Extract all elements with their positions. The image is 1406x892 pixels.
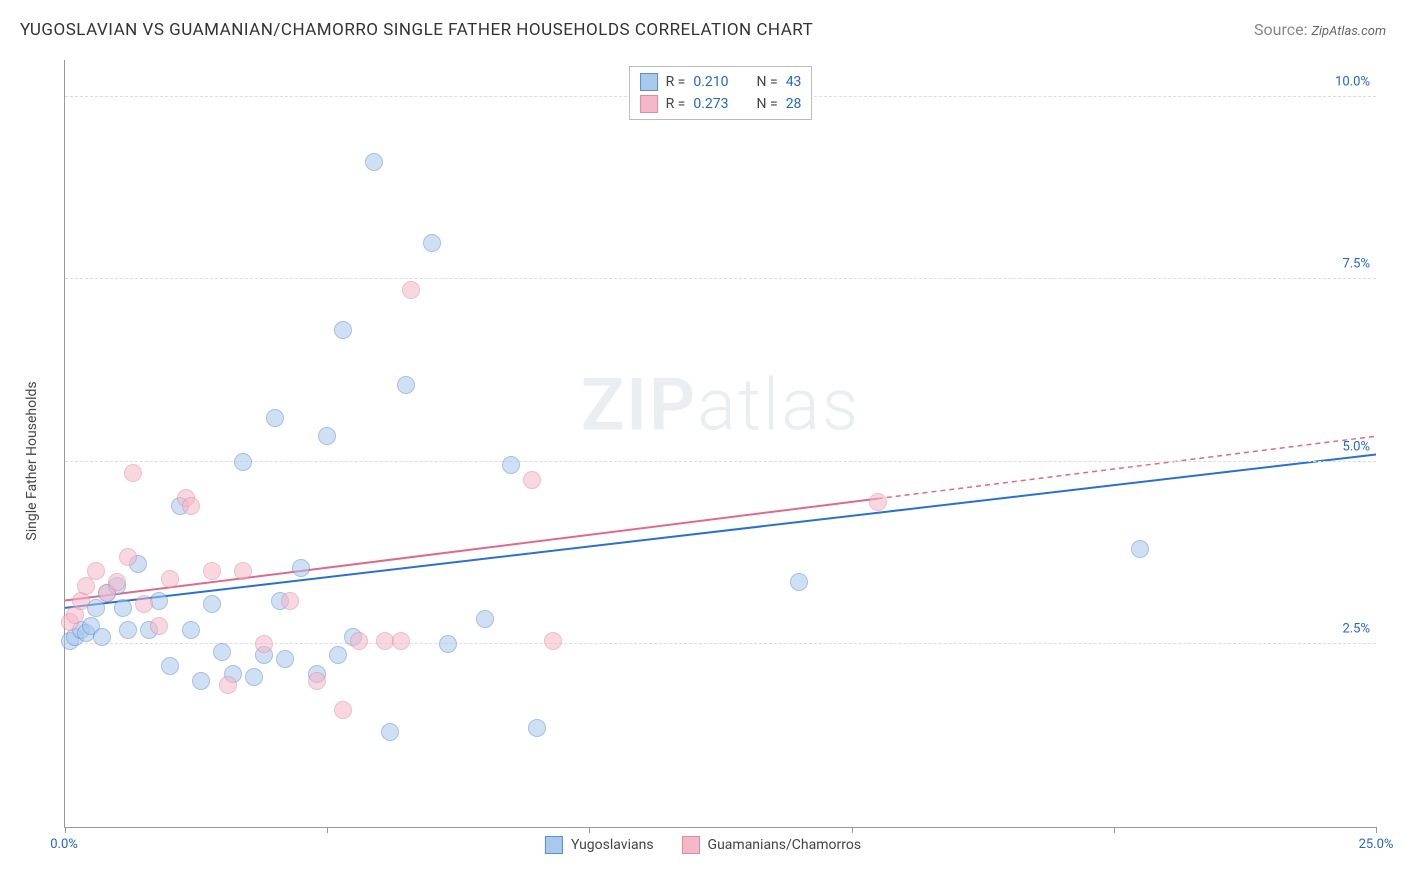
scatter-point: [87, 562, 105, 580]
scatter-point: [119, 548, 137, 566]
scatter-point: [245, 668, 263, 686]
legend-r-value: 0.210: [693, 74, 728, 90]
plot-area: ZIPatlas R = 0.210 N = 43 R = 0.273 N = 28 2.5%…: [64, 60, 1376, 828]
legend-stat-row: R = 0.273 N = 28: [640, 93, 802, 115]
scatter-point: [402, 281, 420, 299]
scatter-point: [124, 464, 142, 482]
scatter-point: [182, 497, 200, 515]
scatter-point: [544, 632, 562, 650]
legend-series-item: Yugoslavians: [545, 836, 654, 854]
legend-n-value: 28: [786, 96, 802, 112]
scatter-point: [365, 153, 383, 171]
scatter-point: [308, 672, 326, 690]
scatter-point: [255, 635, 273, 653]
scatter-point: [114, 599, 132, 617]
scatter-point: [318, 427, 336, 445]
scatter-point: [523, 471, 541, 489]
scatter-point: [869, 493, 887, 511]
legend-series: Yugoslavians Guamanians/Chamorros: [545, 836, 861, 854]
gridline-horizontal: [65, 278, 1376, 279]
legend-series-item: Guamanians/Chamorros: [682, 836, 862, 854]
y-tick-label: 5.0%: [1342, 439, 1370, 454]
x-tick-mark: [589, 827, 590, 833]
scatter-point: [334, 321, 352, 339]
scatter-point: [150, 592, 168, 610]
x-tick-mark: [1114, 827, 1115, 833]
source-value: ZipAtlas.com: [1311, 24, 1386, 39]
legend-swatch: [640, 95, 658, 113]
y-tick-label: 2.5%: [1342, 622, 1370, 637]
source-label: Source:: [1254, 20, 1307, 39]
scatter-point: [502, 456, 520, 474]
y-axis-label: Single Father Households: [24, 381, 40, 540]
scatter-point: [192, 672, 210, 690]
legend-swatch: [682, 836, 700, 854]
x-tick-mark: [852, 827, 853, 833]
legend-stats-box: R = 0.210 N = 43 R = 0.273 N = 28: [629, 66, 813, 120]
scatter-point: [276, 650, 294, 668]
scatter-point: [203, 595, 221, 613]
x-tick-mark: [65, 827, 66, 833]
legend-r-value: 0.273: [693, 96, 728, 112]
legend-swatch: [640, 73, 658, 91]
legend-n-label: N =: [757, 74, 778, 90]
scatter-point: [392, 632, 410, 650]
scatter-point: [292, 559, 310, 577]
scatter-point: [266, 409, 284, 427]
scatter-point: [329, 646, 347, 664]
legend-n-value: 43: [786, 74, 802, 90]
watermark: ZIPatlas: [581, 363, 861, 448]
legend-series-label: Guamanians/Chamorros: [708, 837, 862, 853]
y-tick-label: 7.5%: [1342, 257, 1370, 272]
scatter-point: [108, 573, 126, 591]
scatter-point: [439, 635, 457, 653]
trend-line-solid: [65, 454, 1376, 607]
scatter-point: [790, 573, 808, 591]
scatter-point: [150, 617, 168, 635]
x-tick-mark: [1376, 827, 1377, 833]
source-attribution: Source: ZipAtlas.com: [1254, 20, 1386, 39]
x-tick-label: 25.0%: [1359, 837, 1394, 852]
scatter-point: [234, 453, 252, 471]
chart-title: YUGOSLAVIAN VS GUAMANIAN/CHAMORRO SINGLE…: [20, 20, 813, 40]
legend-r-label: R =: [666, 96, 686, 112]
chart-container: Single Father Households ZIPatlas R = 0.2…: [20, 50, 1386, 872]
scatter-point: [423, 234, 441, 252]
x-tick-label: 0.0%: [50, 837, 78, 852]
scatter-point: [528, 719, 546, 737]
scatter-point: [203, 562, 221, 580]
scatter-point: [119, 621, 137, 639]
scatter-point: [161, 570, 179, 588]
scatter-point: [350, 632, 368, 650]
scatter-point: [182, 621, 200, 639]
x-tick-mark: [327, 827, 328, 833]
legend-r-label: R =: [666, 74, 686, 90]
scatter-point: [234, 562, 252, 580]
trend-lines-layer: [65, 60, 1376, 827]
legend-series-label: Yugoslavians: [571, 837, 654, 853]
scatter-point: [219, 676, 237, 694]
scatter-point: [397, 376, 415, 394]
legend-stat-row: R = 0.210 N = 43: [640, 71, 802, 93]
scatter-point: [476, 610, 494, 628]
scatter-point: [93, 628, 111, 646]
y-tick-label: 10.0%: [1335, 74, 1370, 89]
trend-line-dashed: [878, 436, 1376, 498]
scatter-point: [381, 723, 399, 741]
scatter-point: [334, 701, 352, 719]
scatter-point: [1131, 540, 1149, 558]
legend-swatch: [545, 836, 563, 854]
scatter-point: [213, 643, 231, 661]
legend-n-label: N =: [757, 96, 778, 112]
scatter-point: [135, 595, 153, 613]
scatter-point: [281, 592, 299, 610]
gridline-horizontal: [65, 461, 1376, 462]
scatter-point: [161, 657, 179, 675]
